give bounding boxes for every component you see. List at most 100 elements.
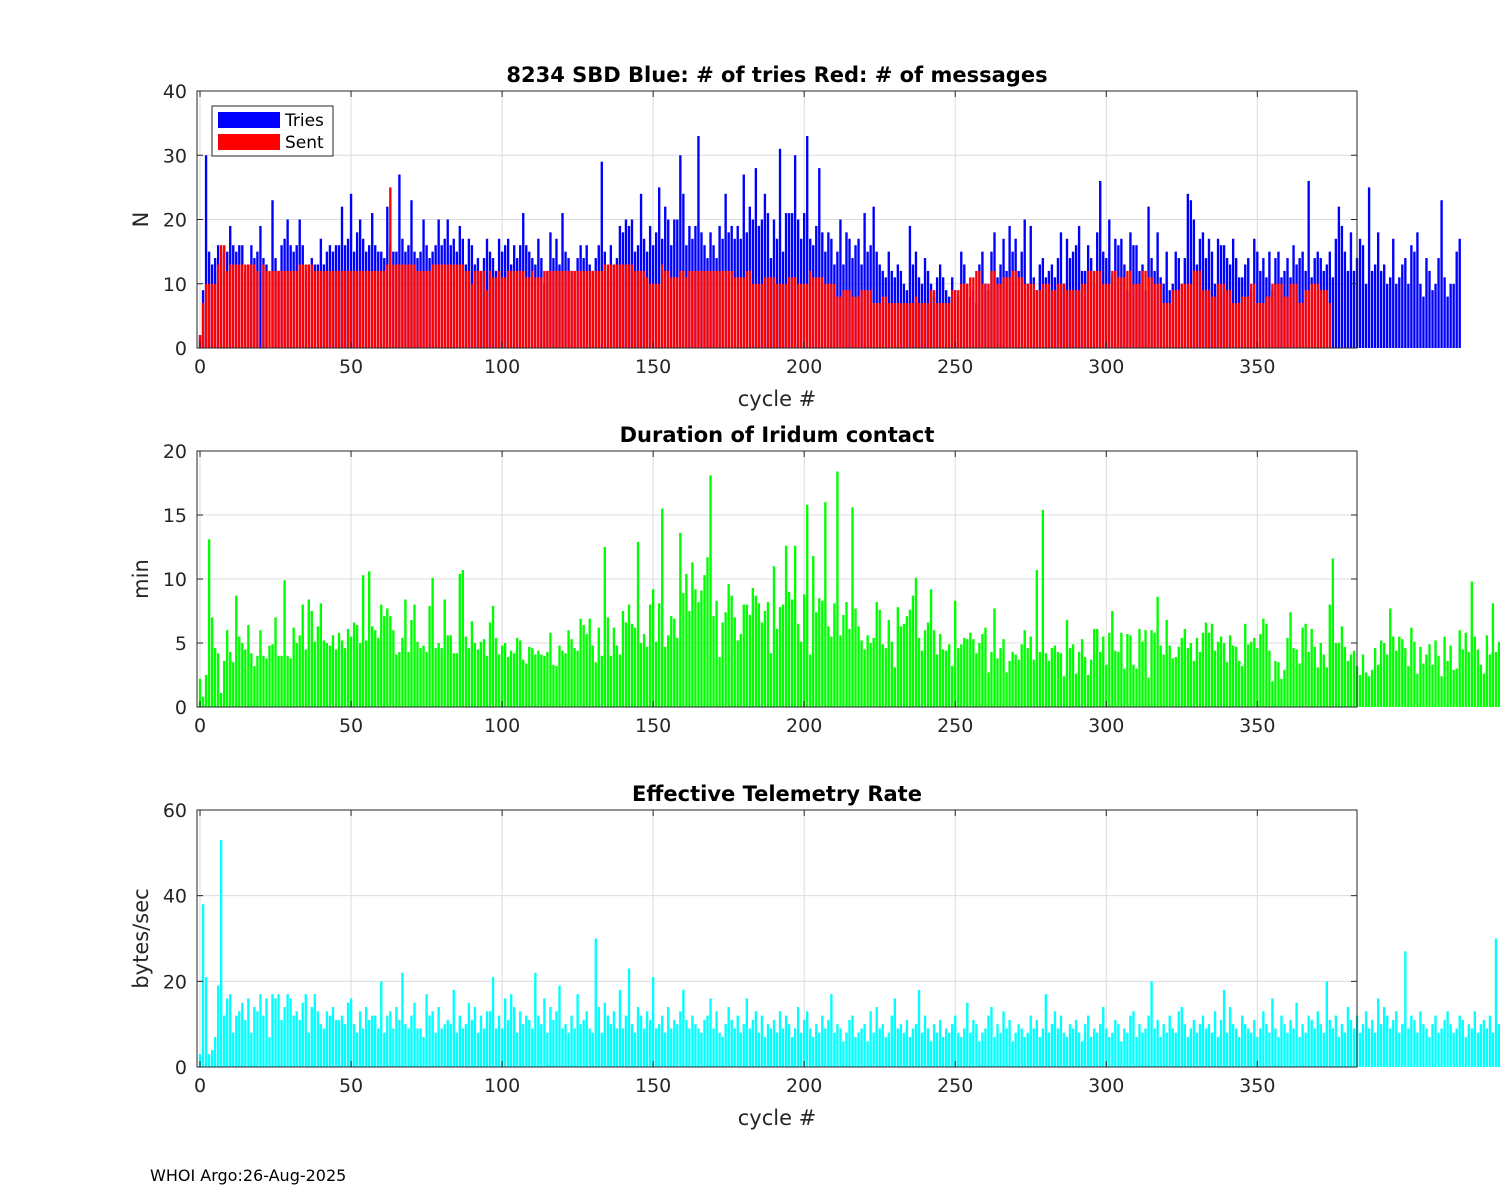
rate-bar: [564, 1024, 567, 1067]
duration-bar: [1156, 596, 1159, 707]
duration-bar: [440, 648, 443, 707]
duration-bar: [1301, 627, 1304, 707]
rate-bar: [718, 1032, 721, 1067]
rate-bar: [624, 1015, 628, 1067]
rate-bar: [1467, 1024, 1470, 1067]
rate-bar: [1476, 1032, 1480, 1067]
sent-bar: [555, 270, 558, 348]
rate-bar: [1271, 998, 1274, 1067]
rate-bar: [645, 1011, 649, 1067]
duration-bar: [213, 648, 217, 707]
rate-bar: [957, 1032, 960, 1067]
sent-bar: [929, 290, 933, 348]
sent-bar: [941, 303, 945, 348]
sent-bar: [827, 283, 830, 348]
rate-bar: [869, 1011, 872, 1067]
tries-bar: [1099, 180, 1102, 348]
rate-bar: [661, 1015, 664, 1067]
duration-bar: [1213, 650, 1217, 707]
rate-bar: [389, 1011, 392, 1067]
tries-bar: [1301, 251, 1304, 349]
rate-bar: [1177, 1011, 1180, 1067]
rate-bar: [407, 1028, 410, 1067]
sent-bar: [570, 270, 573, 348]
rate-bar: [455, 1032, 458, 1067]
tries-bar: [1425, 258, 1428, 348]
sent-bar: [697, 270, 700, 348]
duration-bar: [585, 634, 588, 707]
sent-bar: [334, 270, 338, 348]
rate-bar: [295, 1011, 298, 1067]
sent-bar: [377, 270, 380, 348]
rate-bar: [1141, 1032, 1144, 1067]
rate-bar: [316, 1011, 320, 1067]
duration-bar: [830, 636, 833, 707]
duration-bar: [1467, 651, 1470, 707]
rate-bar: [1250, 1032, 1253, 1067]
y-tick-label: 40: [163, 886, 187, 908]
sent-bar: [760, 283, 764, 348]
duration-bar: [416, 641, 419, 707]
duration-bar: [1295, 649, 1298, 707]
rate-bar: [1449, 1024, 1452, 1067]
rate-bar: [1376, 998, 1380, 1067]
duration-bar: [525, 663, 528, 707]
rate-bar: [470, 1019, 474, 1067]
rate-bar: [546, 1032, 549, 1067]
sent-bar: [585, 270, 588, 348]
sent-bar: [491, 277, 495, 348]
duration-bar: [893, 667, 896, 707]
rate-bar: [458, 1015, 461, 1067]
duration-bar: [839, 635, 842, 707]
rate-bar: [923, 1015, 927, 1067]
rate-bar: [845, 1032, 848, 1067]
sent-bar: [232, 264, 235, 348]
rate-bar: [1117, 1024, 1120, 1067]
sent-bar: [452, 264, 455, 348]
sent-bar: [1050, 290, 1054, 348]
duration-bar: [1002, 639, 1005, 707]
rate-bar: [615, 1028, 619, 1067]
sent-bar: [1265, 296, 1268, 348]
duration-bar: [1204, 622, 1208, 707]
duration-bar: [1201, 632, 1205, 707]
duration-bar: [896, 607, 900, 707]
rate-bar: [1331, 1028, 1335, 1067]
rate-bar: [419, 1028, 422, 1067]
duration-bar: [552, 664, 555, 707]
rate-bar: [1416, 1032, 1419, 1067]
tries-bar: [803, 213, 806, 348]
rate-bar: [1461, 1019, 1464, 1067]
sent-bar: [860, 290, 863, 348]
sent-bar: [537, 277, 540, 348]
rate-bar: [697, 1028, 700, 1067]
x-tick-label: 350: [1239, 715, 1275, 737]
sent-bar: [1077, 290, 1081, 348]
duration-bar: [1141, 641, 1144, 707]
rate-bar: [398, 1019, 401, 1067]
rate-bar: [1108, 1037, 1111, 1067]
sent-bar: [286, 270, 289, 348]
tries-bar: [1422, 296, 1425, 348]
sent-bar: [549, 270, 552, 348]
tries-bar: [1440, 200, 1443, 348]
rate-bar: [775, 1032, 779, 1067]
sent-bar: [651, 283, 655, 348]
sent-bar: [304, 264, 307, 348]
rate-bar: [428, 1015, 431, 1067]
duration-bar: [1144, 630, 1147, 707]
rate-bar: [721, 1037, 724, 1067]
rate-bar: [984, 1028, 987, 1067]
rate-bar: [806, 1011, 809, 1067]
rate-bar: [558, 985, 561, 1067]
rate-bar: [1201, 1015, 1205, 1067]
duration-bar: [636, 541, 640, 707]
duration-bar: [1210, 623, 1214, 707]
rate-bar: [905, 1019, 909, 1067]
rate-bar: [938, 1019, 942, 1067]
sent-bar: [528, 277, 531, 348]
sent-bar: [1201, 290, 1205, 348]
rate-bar: [416, 1028, 419, 1067]
tries-bar: [1186, 193, 1190, 348]
duration-bar: [232, 662, 235, 707]
